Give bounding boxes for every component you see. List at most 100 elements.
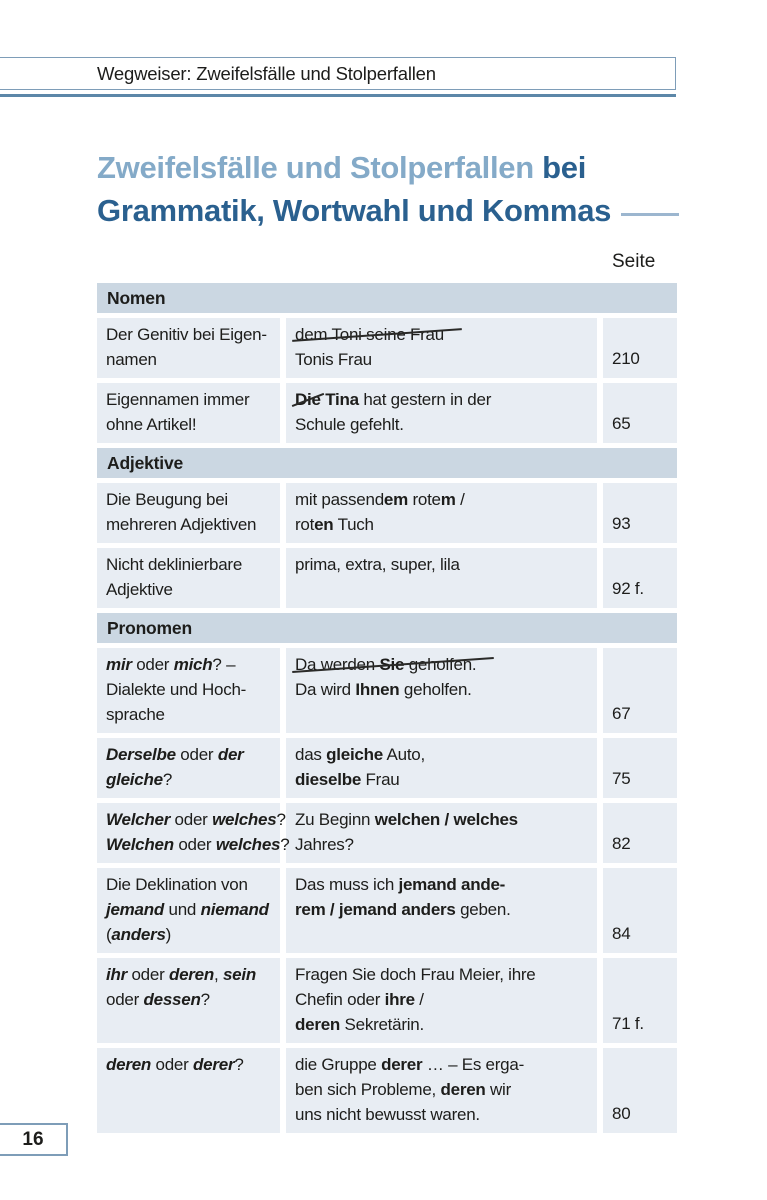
topic-cell: Eigennamen immer ohne Artikel! — [97, 383, 280, 443]
text-run: ( — [106, 925, 112, 944]
page-number-value: 80 — [612, 1104, 631, 1123]
topic-text: Dialekte und Hoch- — [106, 677, 246, 702]
example-cell: das gleiche Auto, dieselbe Frau — [286, 738, 597, 798]
topic-line: Dialekte und Hoch- — [106, 677, 276, 702]
text-run: Zu Beginn — [295, 810, 375, 829]
page-number-value: 75 — [612, 769, 631, 788]
struck-phrase: dem Toni seine Frau — [295, 322, 444, 347]
topic-text: Adjektive — [106, 577, 173, 602]
text-run: Schule gefehlt. — [295, 415, 404, 434]
example-line: Zu Beginn welchen / welches — [295, 807, 593, 832]
topic-cell: Die Deklination von jemand und niemand (an… — [97, 868, 280, 953]
slashed-word: Die — [295, 390, 321, 409]
text-run: Das muss ich — [295, 875, 399, 894]
text-run: oder — [126, 965, 169, 984]
page-cell: 92 f. — [603, 548, 677, 608]
example-text: Schule gefehlt. — [295, 412, 404, 437]
example-line: ben sich Probleme, deren wir — [295, 1077, 593, 1102]
example-line: Da werden Sie geholfen. — [295, 652, 593, 677]
topic-line: ihr oder deren, sein — [106, 962, 276, 987]
text-run: namen — [106, 350, 157, 369]
table-section-header: Adjektive — [97, 448, 677, 478]
topic-line: deren oder derer? — [106, 1052, 276, 1077]
text-run: das — [295, 745, 327, 764]
contents-table: Nomen Der Genitiv bei Eigen-namen dem Toni… — [97, 283, 677, 1138]
text-run: oder — [173, 835, 216, 854]
example-line: dem Toni seine Frau — [295, 322, 593, 347]
text-run: Frau — [361, 770, 400, 789]
text-run: Sekretärin. — [340, 1015, 425, 1034]
example-line: rem / jemand anders geben. — [295, 897, 593, 922]
text-run: dessen — [143, 990, 201, 1009]
text-run: geholfen. — [399, 680, 472, 699]
page-cell: 75 — [603, 738, 677, 798]
text-run: sprache — [106, 705, 165, 724]
example-text: roten Tuch — [295, 512, 374, 537]
topic-line: (anders) — [106, 922, 276, 947]
example-text: deren Sekretärin. — [295, 1012, 424, 1037]
example-text: Die Tina hat gestern in der — [295, 387, 491, 412]
text-run: prima, extra, super, lila — [295, 555, 460, 574]
example-line: prima, extra, super, lila — [295, 552, 593, 577]
example-line: Tonis Frau — [295, 347, 593, 372]
text-run: ? — [234, 1055, 244, 1074]
text-run: … – Es erga- — [422, 1055, 524, 1074]
text-run: deren — [440, 1080, 486, 1099]
text-run: ihr — [106, 965, 127, 984]
topic-line: mir oder mich? – — [106, 652, 276, 677]
topic-text: gleiche? — [106, 767, 172, 792]
topic-cell: mir oder mich? – Dialekte und Hoch-sprach… — [97, 648, 280, 733]
text-run: der — [217, 745, 244, 764]
page-number-value: 93 — [612, 514, 631, 533]
example-line: Da wird Ihnen geholfen. — [295, 677, 593, 702]
text-run: ? — [280, 835, 290, 854]
topic-line: oder dessen? — [106, 987, 276, 1012]
text-run: Sie — [379, 655, 405, 674]
topic-text: sprache — [106, 702, 165, 727]
running-header-text: Wegweiser: Zweifelsfälle und Stolperfall… — [97, 62, 436, 84]
text-run: en — [314, 515, 334, 534]
running-header: Wegweiser: Zweifelsfälle und Stolperfall… — [0, 57, 676, 90]
text-run: oder — [131, 655, 174, 674]
text-run: geholfen. — [404, 655, 477, 674]
example-line: uns nicht bewusst waren. — [295, 1102, 593, 1127]
page-cell: 82 — [603, 803, 677, 863]
text-run: hat gestern in der — [358, 390, 492, 409]
struck-phrase: Da werden Sie geholfen. — [295, 652, 477, 677]
example-line: die Gruppe derer … – Es erga- — [295, 1052, 593, 1077]
text-run: Fragen Sie doch Frau Meier, ihre — [295, 965, 536, 984]
table-row: mir oder mich? – Dialekte und Hoch-sprach… — [97, 648, 677, 733]
page-cell: 84 — [603, 868, 677, 953]
example-text: Fragen Sie doch Frau Meier, ihre — [295, 962, 536, 987]
text-run: ? – — [212, 655, 236, 674]
page-cell: 93 — [603, 483, 677, 543]
topic-text: mir oder mich? – — [106, 652, 236, 677]
topic-text: mehreren Adjektiven — [106, 512, 256, 537]
text-run: anders — [111, 925, 166, 944]
text-run: em — [383, 490, 408, 509]
example-cell: Fragen Sie doch Frau Meier, ihre Chefin o… — [286, 958, 597, 1043]
page-title-bei: bei — [533, 150, 587, 185]
table-row: Die Beugung bei mehreren Adjektiven mit pa… — [97, 483, 677, 543]
topic-cell: ihr oder deren, sein oder dessen? — [97, 958, 280, 1043]
text-run: Die Beugung bei — [106, 490, 228, 509]
text-run: oder — [175, 745, 218, 764]
topic-text: ihr oder deren, sein — [106, 962, 256, 987]
text-run: dem Toni seine Frau — [295, 325, 444, 344]
text-run: derer — [381, 1055, 423, 1074]
topic-cell: Der Genitiv bei Eigen-namen — [97, 318, 280, 378]
table-row: Derselbe oder der gleiche? das gleiche Aut… — [97, 738, 677, 798]
page-number-value: 210 — [612, 349, 640, 368]
table-row: Nicht deklinierbare Adjektive prima, extra… — [97, 548, 677, 608]
text-run: Auto, — [382, 745, 426, 764]
page-number: 16 — [22, 1128, 44, 1150]
example-line: dieselbe Frau — [295, 767, 593, 792]
text-run: und — [164, 900, 201, 919]
example-text: Zu Beginn welchen / welches — [295, 807, 518, 832]
topic-cell: deren oder derer? — [97, 1048, 280, 1133]
example-line: mit passendem rotem / — [295, 487, 593, 512]
text-run: geben. — [455, 900, 511, 919]
text-run: Tuch — [333, 515, 374, 534]
text-run: / — [414, 990, 424, 1009]
table-section-header: Nomen — [97, 283, 677, 313]
